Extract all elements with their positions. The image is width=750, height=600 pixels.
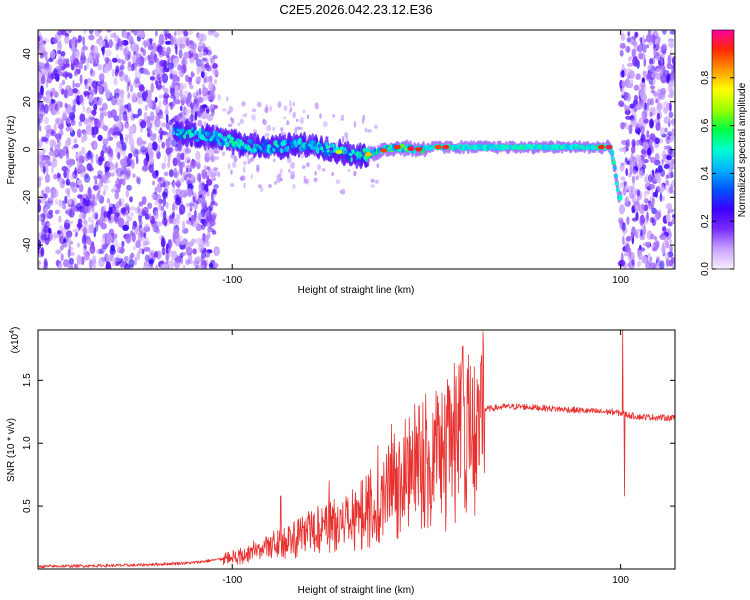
snr-series-line xyxy=(38,330,675,569)
svg-text:(x104): (x104) xyxy=(9,327,21,354)
spectrogram-peak xyxy=(335,149,343,155)
colorbar: 0.0 0.2 0.4 0.6 0.8 Normalized spectral ampl… xyxy=(700,29,748,276)
spectrogram-y-tick-label: -40 xyxy=(22,237,33,252)
spectrogram-peak xyxy=(380,148,388,153)
snr-x-tick-label: 100 xyxy=(612,575,629,586)
spectrogram-y-tick-label: 0 xyxy=(22,146,33,152)
spectrogram-peak xyxy=(605,144,613,150)
spectrogram-peak xyxy=(364,152,372,157)
colorbar-ramp xyxy=(711,29,735,270)
colorbar-ticks: 0.0 0.2 0.4 0.6 0.8 xyxy=(700,70,734,276)
spectrogram-peak xyxy=(442,144,450,150)
spectrogram-x-axis-label: Height of straight line (km) xyxy=(298,285,415,296)
spectrogram-y-tick-label: 20 xyxy=(22,96,33,108)
spectrogram-y-tick-label: 40 xyxy=(22,48,33,60)
spectrogram-y-tick-label: -20 xyxy=(22,190,33,205)
spectrogram-x-tick-label: -100 xyxy=(222,275,242,286)
spectrogram-x-tick-label: 100 xyxy=(612,275,629,286)
snr-panel: -100 100 0.5 1.0 1.5 Height of straight line… xyxy=(6,327,676,596)
spectrogram-noise-region xyxy=(617,30,675,269)
spectrogram-peak xyxy=(597,144,605,150)
snr-ticks: -100 100 0.5 1.0 1.5 xyxy=(22,330,675,586)
colorbar-tick-label: 0.2 xyxy=(700,214,711,228)
snr-y-axis-label: SNR (10 * v/v) xyxy=(6,418,17,482)
snr-y-tick-label: 1.5 xyxy=(22,373,33,387)
spectrogram-peak xyxy=(393,144,401,150)
colorbar-tick-label: 0.6 xyxy=(700,118,711,132)
spectrogram-ticks: -100 100 -40 -20 0 20 40 xyxy=(22,30,675,286)
figure-title: C2E5.2026.042.23.12.E36 xyxy=(279,2,432,17)
colorbar-tick-label: 0.8 xyxy=(700,70,711,84)
spectrogram-panel: -100 100 -40 -20 0 20 40 Height of straight li… xyxy=(6,29,676,296)
snr-multiplier-base: (x10 xyxy=(10,333,21,353)
spectrogram-noise-region xyxy=(38,30,220,269)
snr-y-tick-label: 0.5 xyxy=(22,499,33,513)
spectrogram-peak xyxy=(434,144,442,150)
snr-y-tick-label: 1.0 xyxy=(22,436,33,450)
spectrogram-peak xyxy=(407,146,415,151)
colorbar-label: Normalized spectral amplitude xyxy=(737,82,748,217)
spectrogram-ridge xyxy=(172,120,623,203)
snr-frame xyxy=(37,329,676,570)
snr-multiplier-exp: 4 xyxy=(9,330,16,334)
colorbar-tick-label: 0.0 xyxy=(700,262,711,276)
snr-y-multiplier: (x104) xyxy=(9,327,21,354)
spectrogram-heatmap xyxy=(38,30,675,269)
colorbar-tick-label: 0.4 xyxy=(700,166,711,180)
snr-x-axis-label: Height of straight line (km) xyxy=(298,585,415,596)
snr-x-tick-label: -100 xyxy=(222,575,242,586)
spectrogram-peak xyxy=(415,147,423,152)
snr-plot-area xyxy=(38,330,675,569)
spectrogram-y-axis-label: Frequency (Hz) xyxy=(6,116,17,185)
